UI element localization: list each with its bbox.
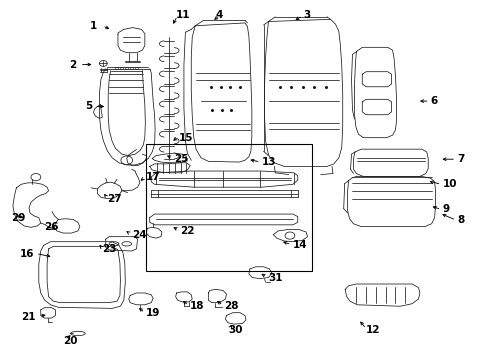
Text: 29: 29 [11,213,26,222]
Text: 19: 19 [147,309,161,318]
Bar [125,67,128,69]
Text: 3: 3 [304,10,311,20]
Text: 14: 14 [293,240,308,250]
Text: 15: 15 [179,133,194,143]
Text: 8: 8 [458,215,465,225]
Text: 21: 21 [22,312,36,322]
Text: 2: 2 [69,59,76,69]
Text: 17: 17 [147,172,161,182]
Bar [120,67,123,69]
Bar [147,144,313,271]
Text: 6: 6 [431,96,438,106]
Bar [130,67,133,69]
Bar [115,67,119,69]
Text: 5: 5 [85,102,93,112]
Text: 18: 18 [190,301,205,311]
Text: 16: 16 [20,248,34,258]
Text: 31: 31 [269,273,283,283]
Text: 9: 9 [443,204,450,215]
Text: 20: 20 [63,336,78,346]
Text: 12: 12 [366,325,381,335]
Text: 10: 10 [443,179,457,189]
Text: 23: 23 [102,244,117,254]
Text: 26: 26 [44,222,58,232]
Text: 13: 13 [262,157,276,167]
Text: 27: 27 [107,194,122,204]
Text: 4: 4 [216,10,223,20]
Text: 7: 7 [458,154,465,164]
Text: 11: 11 [175,10,190,20]
Text: 22: 22 [180,226,195,236]
Text: 24: 24 [132,230,147,239]
Text: 30: 30 [228,325,243,335]
Text: 1: 1 [90,21,98,31]
Bar [135,67,138,69]
Text: 25: 25 [174,154,189,164]
Text: 28: 28 [224,301,239,311]
